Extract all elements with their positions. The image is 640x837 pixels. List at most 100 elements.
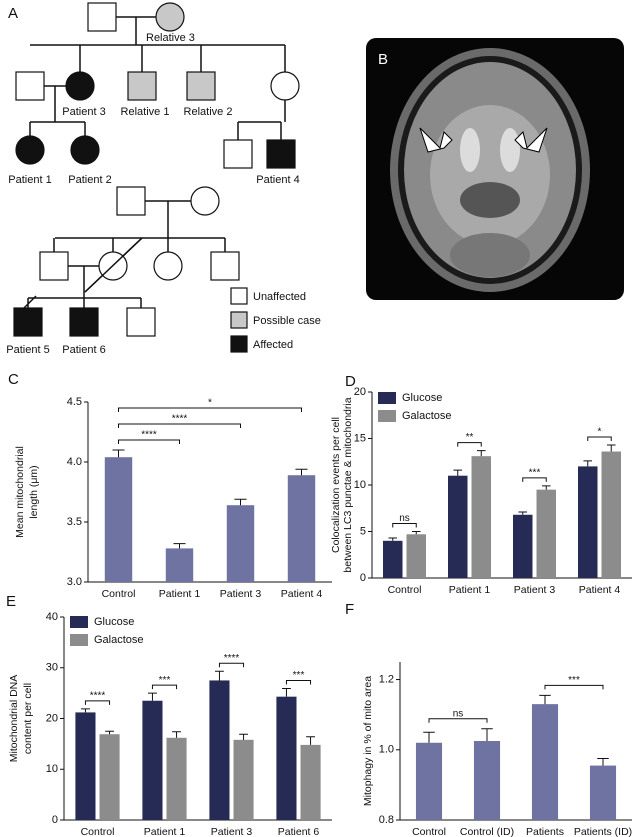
significance-label: ns: [453, 708, 464, 719]
bar: [531, 704, 559, 820]
significance-label: ns: [399, 513, 410, 524]
y-tick-label: 5: [360, 525, 366, 537]
y-tick-label: 0: [52, 814, 58, 826]
x-tick-label: Patient 4: [281, 588, 323, 600]
legend-swatch: [230, 335, 248, 353]
panel-letter: F: [345, 601, 354, 618]
legend-label: Possible case: [253, 315, 321, 327]
y-axis-label: Mitochondrial DNA: [8, 675, 20, 763]
bar: [383, 540, 403, 578]
error-bar: [541, 485, 551, 490]
pedigree-label: Relative 3: [146, 32, 195, 44]
bar: [209, 680, 230, 820]
significance-label: ***: [159, 675, 171, 686]
pedigree-label: Relative 2: [184, 106, 233, 118]
significance-label: ****: [90, 690, 106, 701]
error-bar: [215, 670, 224, 681]
x-tick-label: Control (ID): [460, 826, 514, 837]
error-bar: [606, 444, 616, 452]
bar: [226, 505, 255, 582]
pedigree-label: Patient 2: [68, 174, 111, 186]
error-bar: [172, 731, 181, 738]
y-tick-label: 15: [354, 432, 366, 444]
error-bar: [423, 731, 435, 743]
y-tick-label: 1.0: [379, 744, 394, 756]
error-bar: [234, 498, 247, 506]
significance-bracket: [84, 700, 111, 705]
significance-bracket: [151, 684, 178, 690]
legend-swatch: [378, 410, 396, 422]
error-bar: [148, 692, 157, 701]
significance-label: **: [466, 432, 474, 443]
significance-bracket: [587, 436, 612, 442]
y-tick-label: 0.8: [379, 814, 394, 826]
panel-letter: C: [8, 371, 19, 388]
legend-label: Glucose: [94, 616, 134, 628]
x-tick-label: Control: [102, 588, 136, 600]
pedigree: [13, 2, 300, 337]
pedigree-label: Patient 4: [256, 174, 299, 186]
bar: [415, 742, 443, 820]
significance-label: *: [208, 398, 212, 409]
panel-letter: E: [6, 593, 16, 610]
bar: [473, 741, 501, 820]
legend-swatch: [70, 634, 88, 646]
legend-label: Affected: [253, 339, 293, 351]
y-tick-label: 4.0: [67, 456, 82, 468]
pedigree-label: Patient 3: [62, 106, 105, 118]
significance-bracket: [522, 477, 547, 482]
y-tick-label: 10: [354, 479, 366, 491]
bar: [75, 712, 96, 820]
error-bar: [105, 730, 114, 735]
pedigree-label: Patient 5: [6, 344, 49, 356]
significance-label: ***: [529, 468, 541, 479]
y-tick-label: 10: [46, 763, 58, 775]
legend-swatch: [70, 616, 88, 628]
y-axis-label: between LC3 punctae & mitochondria: [342, 397, 354, 572]
pedigree-label: Patient 1: [8, 174, 51, 186]
y-axis-label: Colocalization events per cell: [330, 417, 342, 553]
y-tick-label: 4.5: [67, 396, 82, 408]
significance-bracket: [118, 407, 302, 412]
error-bar: [411, 531, 421, 535]
error-bar: [282, 688, 291, 697]
significance-bracket: [118, 423, 241, 428]
significance-bracket: [218, 662, 245, 668]
error-bar: [481, 728, 493, 741]
panel-letter: A: [8, 5, 18, 22]
bar: [601, 451, 621, 578]
x-tick-label: Patient 1: [144, 826, 186, 837]
error-bar: [583, 460, 593, 467]
pedigree-label: Relative 1: [121, 106, 170, 118]
legend-label: Unaffected: [253, 291, 306, 303]
bar: [589, 765, 617, 820]
panel-letter: D: [345, 373, 356, 390]
legend-label: Galactose: [402, 410, 452, 422]
legend-swatch: [230, 311, 248, 329]
error-bar: [239, 733, 248, 740]
bar: [233, 739, 254, 820]
bar: [578, 466, 598, 578]
bar: [471, 456, 491, 578]
bar: [165, 548, 194, 582]
x-tick-label: Control: [412, 826, 446, 837]
y-tick-label: 1.2: [379, 673, 394, 685]
y-axis-label: content per cell: [22, 683, 34, 754]
x-tick-label: Control: [81, 826, 115, 837]
error-bar: [173, 543, 186, 549]
bar: [513, 514, 533, 578]
panel-letter: B: [378, 51, 388, 68]
y-axis-label: length (μm): [28, 465, 40, 518]
y-tick-label: 40: [46, 611, 58, 623]
y-tick-label: 20: [354, 386, 366, 398]
y-axis-label: Mitophagy in % of mito area: [362, 676, 374, 806]
x-tick-label: Patient 1: [159, 588, 201, 600]
significance-bracket: [118, 439, 180, 444]
bar: [142, 700, 163, 820]
significance-bracket: [392, 523, 417, 528]
bar: [104, 457, 133, 582]
error-bar: [388, 537, 398, 541]
significance-bracket: [285, 680, 312, 685]
x-tick-label: Patient 3: [211, 826, 253, 837]
